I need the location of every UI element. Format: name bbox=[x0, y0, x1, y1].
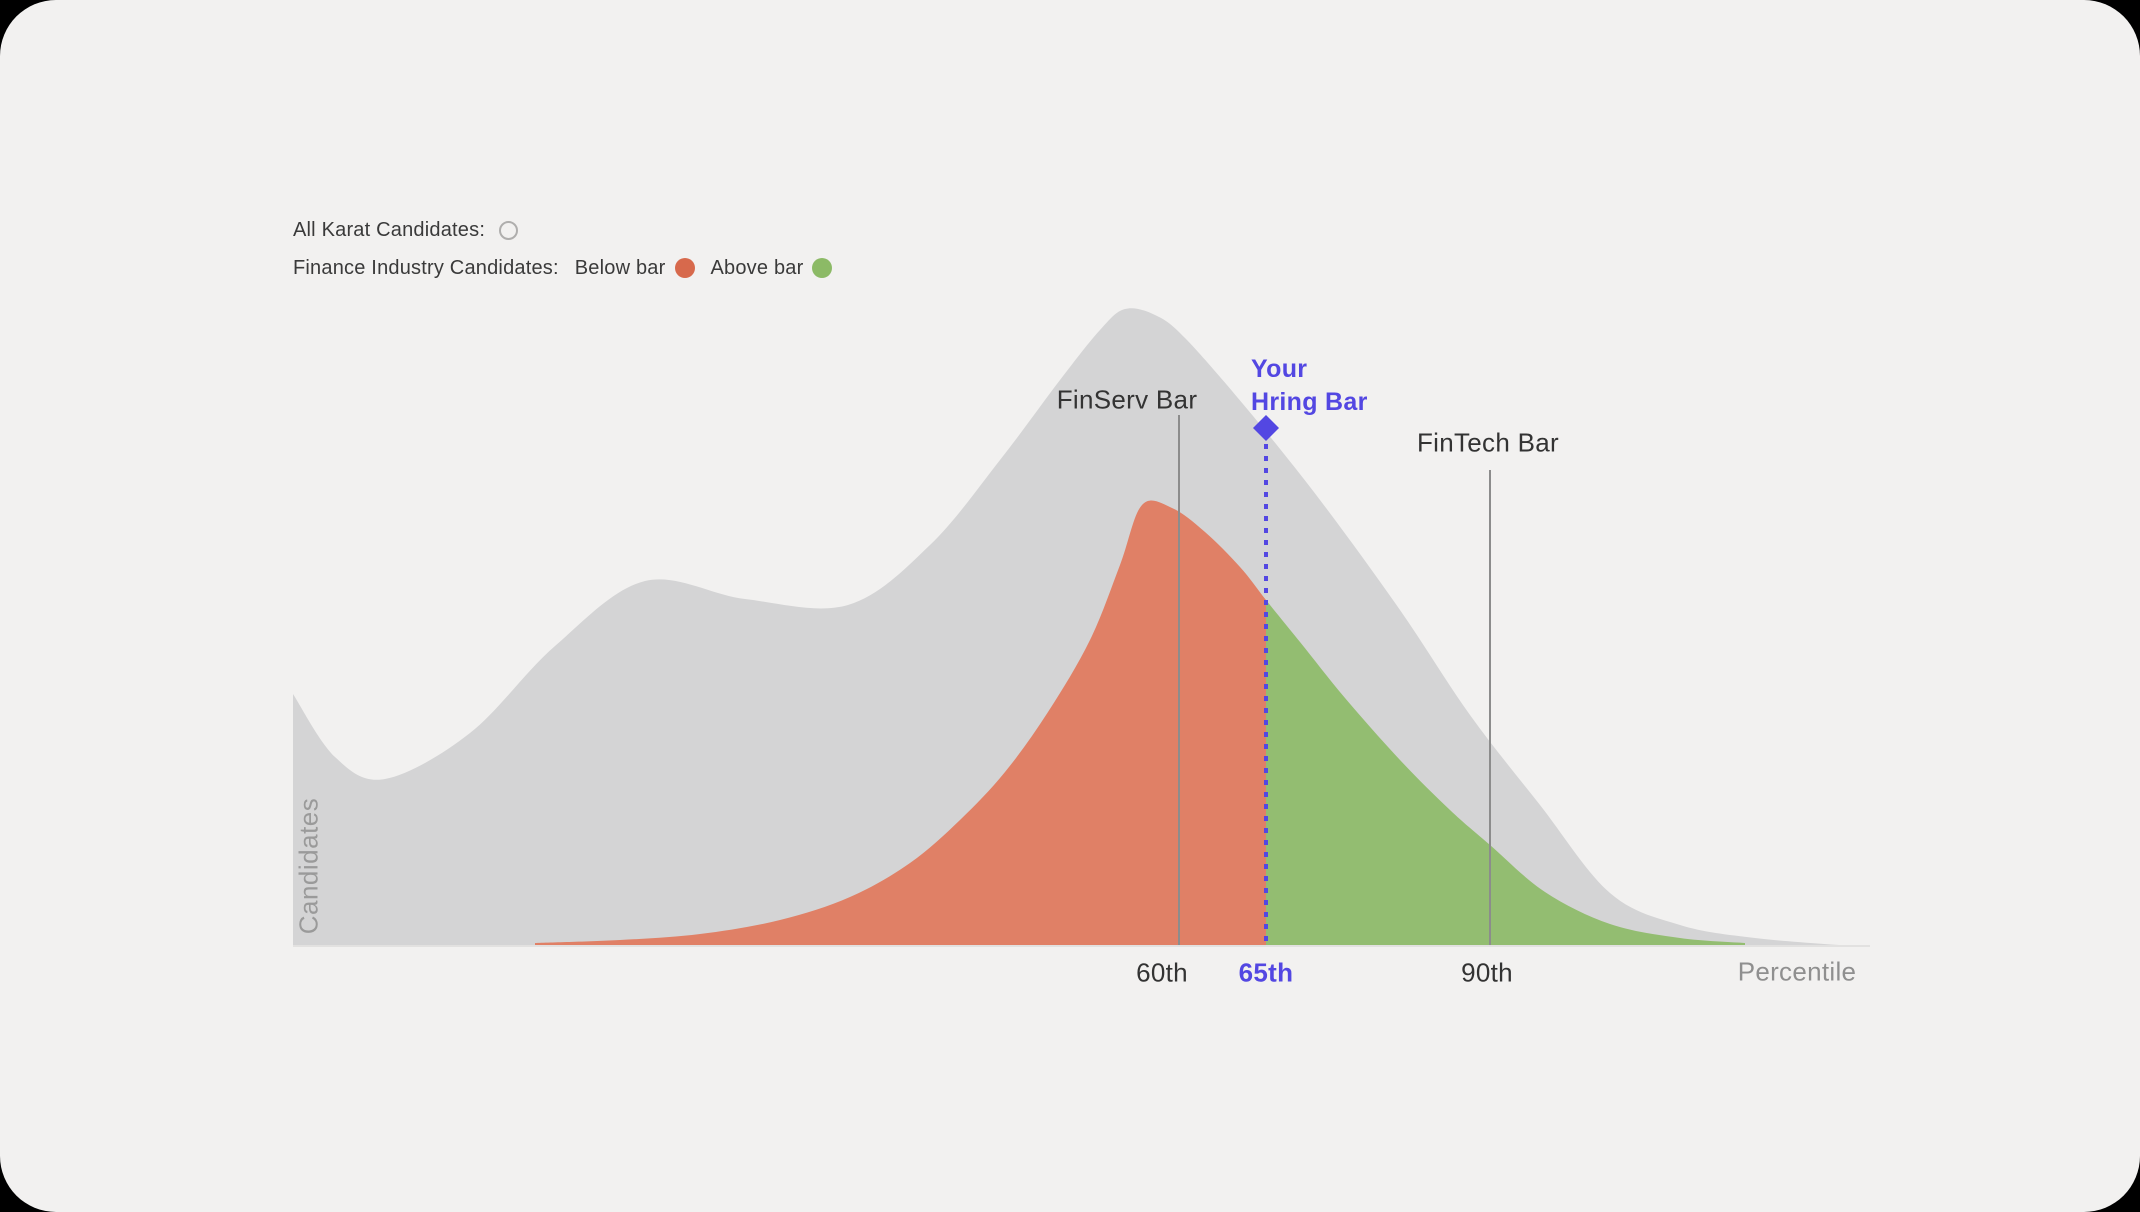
hiring-bar-label-line1: Your bbox=[1251, 355, 1308, 383]
legend: All Karat Candidates: Finance Industry C… bbox=[293, 217, 833, 293]
finance-below-bar-area bbox=[535, 500, 1266, 945]
fintech-bar-label: FinTech Bar bbox=[1416, 427, 1560, 458]
y-axis-title: Candidates bbox=[293, 797, 324, 935]
below-bar-swatch bbox=[674, 258, 695, 278]
legend-row-all-karat: All Karat Candidates: bbox=[293, 217, 832, 243]
above-bar-label: Above bar bbox=[710, 256, 804, 279]
x-axis-title: Percentile bbox=[1737, 956, 1857, 987]
all-karat-toggle-circle[interactable] bbox=[499, 220, 519, 240]
all-karat-label: All Karat Candidates: bbox=[293, 218, 486, 241]
finance-above-bar-area bbox=[1266, 600, 1745, 945]
legend-row-finance: Finance Industry Candidates: Below bar A… bbox=[293, 255, 833, 281]
hiring-bar-label-line2: Hring Bar bbox=[1251, 388, 1368, 416]
hiring-bar-diamond-handle[interactable] bbox=[1253, 415, 1279, 441]
tick-65th: 65th bbox=[1238, 957, 1294, 988]
finance-candidates-label: Finance Industry Candidates: bbox=[293, 256, 559, 279]
tick-90th: 90th bbox=[1461, 957, 1513, 988]
tick-60th: 60th bbox=[1136, 957, 1188, 988]
above-bar-swatch bbox=[812, 258, 833, 278]
finserv-bar-label: FinServ Bar bbox=[1056, 384, 1198, 415]
all-karat-area bbox=[293, 308, 1852, 946]
below-bar-label: Below bar bbox=[574, 256, 666, 279]
